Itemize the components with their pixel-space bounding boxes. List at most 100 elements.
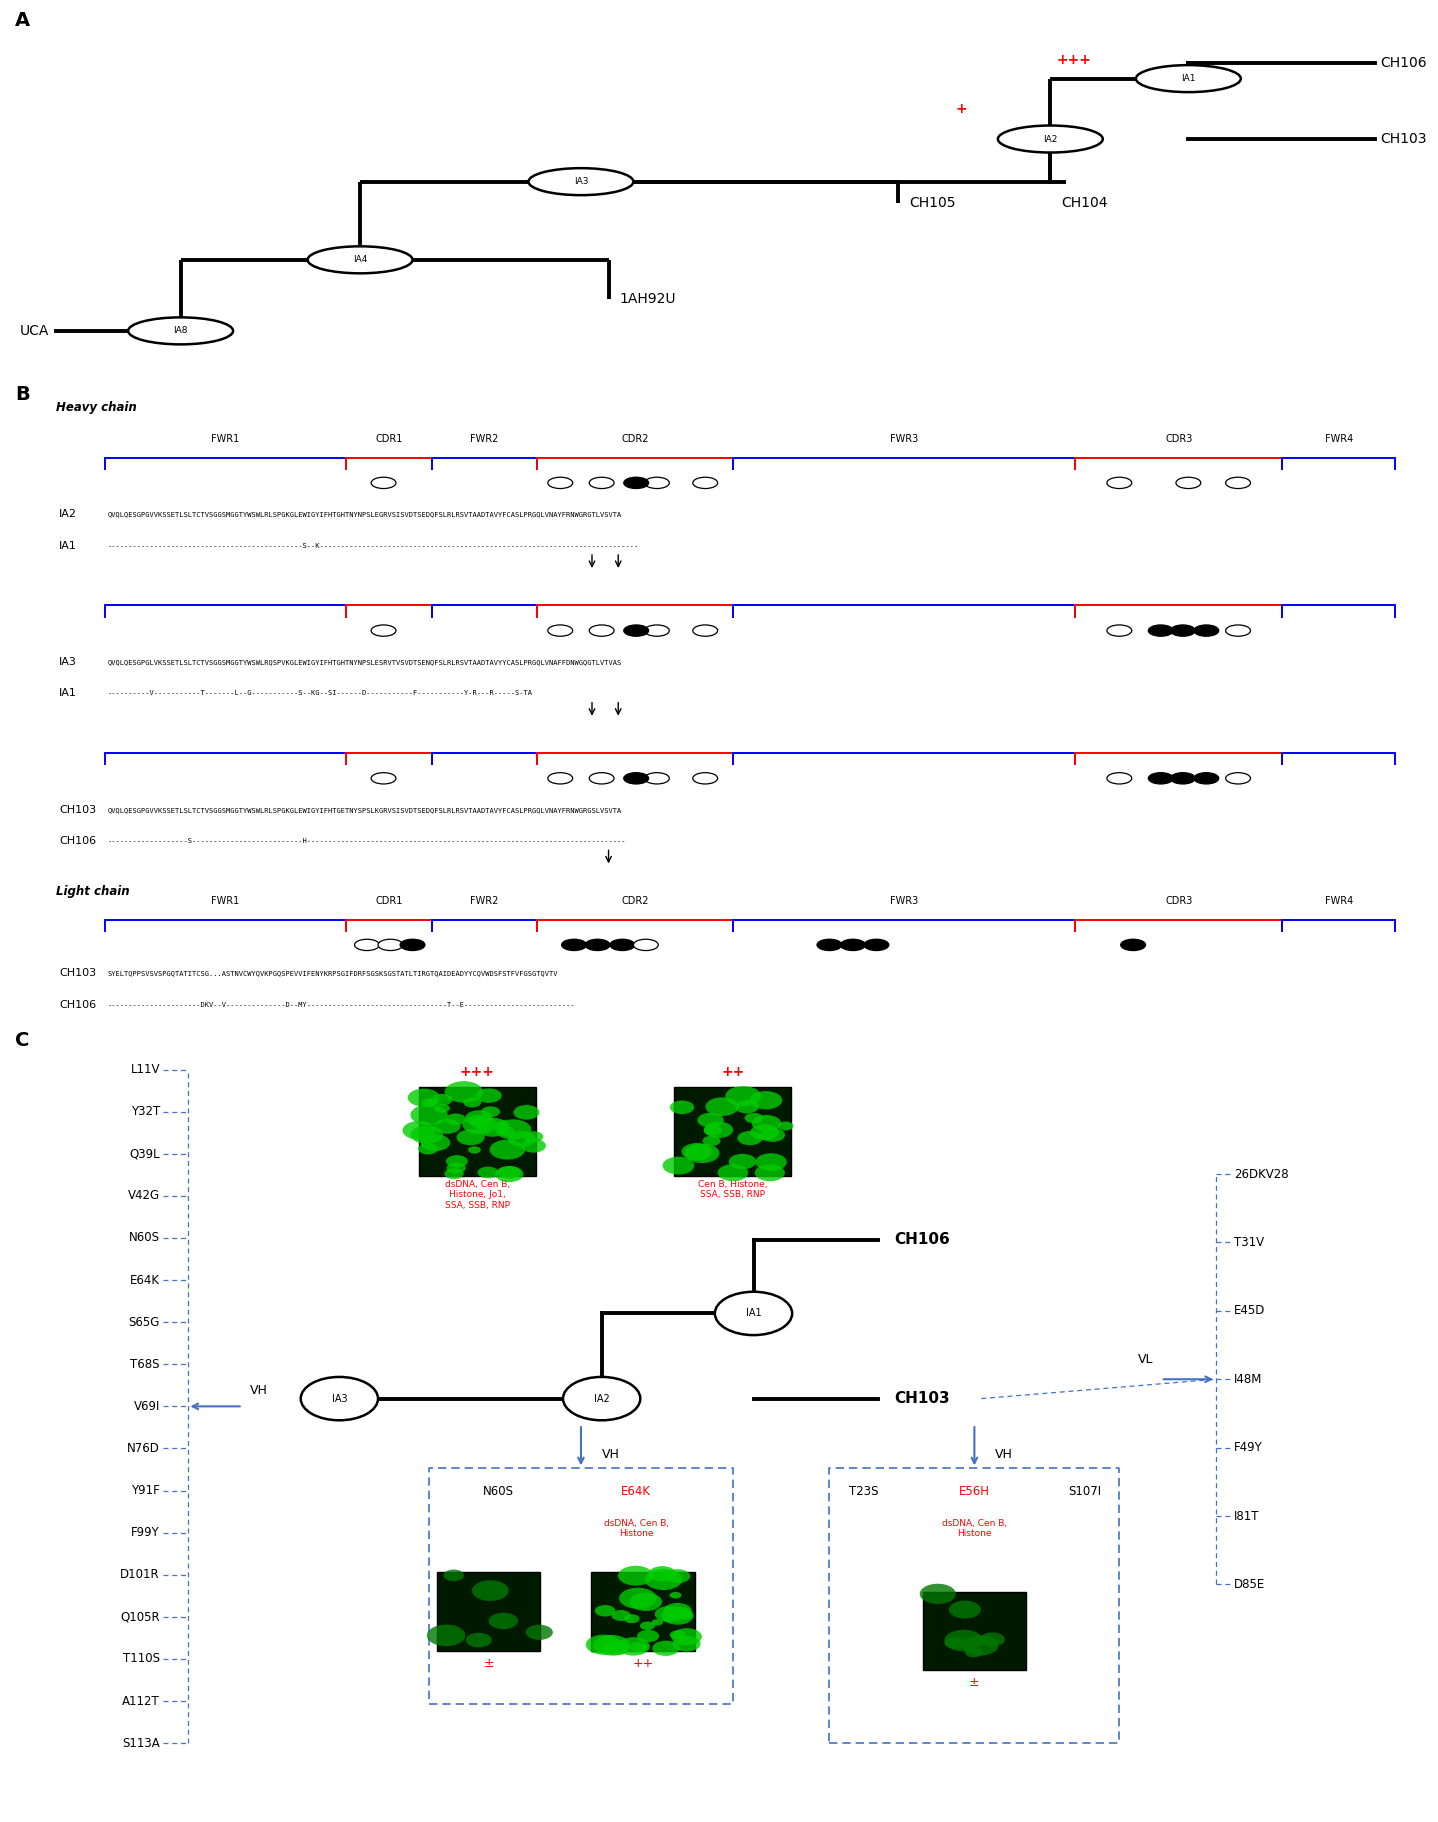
Text: IA4: IA4	[352, 255, 367, 264]
Circle shape	[447, 1162, 466, 1173]
Circle shape	[702, 1135, 720, 1146]
Circle shape	[617, 1638, 650, 1656]
Circle shape	[476, 1117, 509, 1137]
Text: -------------------S--------------------------H---------------------------------: -------------------S--------------------…	[108, 838, 626, 844]
Circle shape	[718, 1164, 748, 1181]
Text: T110S: T110S	[122, 1653, 160, 1665]
Circle shape	[603, 1640, 630, 1656]
Text: QVQLQESGPGLVKSSETLSLTCTVSGGSMGGTYWSWLRQSPVKGLEWIGYIFHTGHTNYNPSLESRVTVSVDTSENQFSL: QVQLQESGPGLVKSSETLSLTCTVSGGSMGGTYWSWLRQS…	[108, 660, 621, 665]
Text: ++: ++	[722, 1066, 745, 1079]
Text: T68S: T68S	[131, 1357, 160, 1370]
Circle shape	[470, 1117, 487, 1128]
Circle shape	[1225, 773, 1251, 783]
Text: IA1: IA1	[746, 1308, 761, 1319]
Circle shape	[443, 1569, 464, 1581]
Circle shape	[590, 477, 614, 488]
Circle shape	[308, 246, 413, 273]
Circle shape	[644, 477, 669, 488]
Circle shape	[706, 1097, 739, 1115]
Circle shape	[963, 1636, 998, 1656]
Circle shape	[434, 1104, 450, 1113]
Text: CDR1: CDR1	[375, 896, 403, 906]
Circle shape	[1149, 773, 1173, 783]
Text: S65G: S65G	[128, 1315, 160, 1328]
Circle shape	[426, 1099, 439, 1106]
Text: I81T: I81T	[1234, 1510, 1260, 1523]
Text: FWR1: FWR1	[211, 434, 240, 445]
Text: V69I: V69I	[134, 1399, 160, 1412]
Circle shape	[444, 1080, 483, 1102]
Text: E56H: E56H	[959, 1485, 989, 1498]
Text: N76D: N76D	[127, 1441, 160, 1456]
Circle shape	[705, 1122, 733, 1139]
Circle shape	[489, 1141, 525, 1159]
Circle shape	[498, 1121, 509, 1128]
Circle shape	[945, 1638, 965, 1649]
Circle shape	[703, 1126, 722, 1135]
Text: +: +	[956, 102, 968, 117]
Circle shape	[729, 1153, 756, 1170]
Circle shape	[1225, 625, 1251, 636]
Circle shape	[427, 1625, 466, 1647]
Circle shape	[403, 1121, 436, 1141]
Circle shape	[1107, 773, 1132, 783]
FancyBboxPatch shape	[674, 1088, 791, 1175]
Text: Y91F: Y91F	[131, 1485, 160, 1498]
Text: N60S: N60S	[483, 1485, 513, 1498]
Text: Q105R: Q105R	[121, 1611, 160, 1623]
Text: ++: ++	[633, 1656, 654, 1671]
Circle shape	[371, 625, 395, 636]
Text: FWR3: FWR3	[890, 896, 917, 906]
Circle shape	[476, 1088, 502, 1102]
Circle shape	[1107, 625, 1132, 636]
Circle shape	[778, 1122, 794, 1130]
Text: CDR3: CDR3	[1165, 434, 1192, 445]
Circle shape	[1107, 477, 1132, 488]
Circle shape	[418, 1142, 439, 1155]
Text: CH103: CH103	[894, 1392, 951, 1407]
Circle shape	[840, 938, 866, 951]
FancyBboxPatch shape	[923, 1592, 1027, 1671]
Text: V42G: V42G	[128, 1190, 160, 1203]
Text: F99Y: F99Y	[131, 1527, 160, 1540]
Circle shape	[661, 1607, 693, 1625]
Text: ----------------------DKV--V--------------D--MY---------------------------------: ----------------------DKV--V------------…	[108, 1002, 575, 1008]
Text: B: B	[14, 386, 30, 404]
Text: QVQLQESGPGVVKSSETLSLTCTVSGGSMGGTYWSWLRLSPGKGLEWIGYIFHTGETNYSPSLKGRVSISVDTSEDQFSL: QVQLQESGPGVVKSSETLSLTCTVSGGSMGGTYWSWLRLS…	[108, 807, 621, 813]
Circle shape	[463, 1097, 482, 1108]
Circle shape	[355, 938, 380, 951]
Circle shape	[521, 1139, 546, 1153]
Circle shape	[408, 1088, 440, 1106]
Circle shape	[755, 1164, 785, 1181]
Circle shape	[548, 625, 572, 636]
Circle shape	[670, 1592, 682, 1598]
Text: IA8: IA8	[174, 326, 188, 335]
Circle shape	[371, 477, 395, 488]
Text: CH105: CH105	[909, 197, 956, 210]
FancyBboxPatch shape	[591, 1572, 695, 1651]
Text: VH: VH	[250, 1385, 267, 1397]
Circle shape	[410, 1104, 447, 1126]
Circle shape	[864, 938, 889, 951]
Circle shape	[523, 1131, 544, 1142]
Circle shape	[620, 1587, 657, 1609]
Circle shape	[663, 1157, 695, 1175]
Text: T31V: T31V	[1234, 1235, 1264, 1248]
Circle shape	[644, 773, 669, 783]
Circle shape	[434, 1119, 460, 1133]
Text: FWR2: FWR2	[470, 896, 499, 906]
Circle shape	[446, 1113, 466, 1126]
Circle shape	[585, 1634, 621, 1654]
Circle shape	[1176, 477, 1201, 488]
Circle shape	[482, 1106, 500, 1117]
Circle shape	[1120, 938, 1146, 951]
Text: CDR2: CDR2	[621, 896, 649, 906]
Text: dsDNA, Cen B,
Histone, Jo1,
SSA, SSB, RNP: dsDNA, Cen B, Histone, Jo1, SSA, SSB, RN…	[444, 1181, 510, 1210]
Circle shape	[945, 1629, 984, 1651]
Circle shape	[489, 1612, 518, 1629]
Text: A: A	[14, 11, 30, 31]
Text: 26DKV28: 26DKV28	[1234, 1168, 1288, 1181]
Text: Heavy chain: Heavy chain	[56, 401, 137, 414]
Text: CDR2: CDR2	[621, 434, 649, 445]
Circle shape	[649, 1567, 676, 1581]
